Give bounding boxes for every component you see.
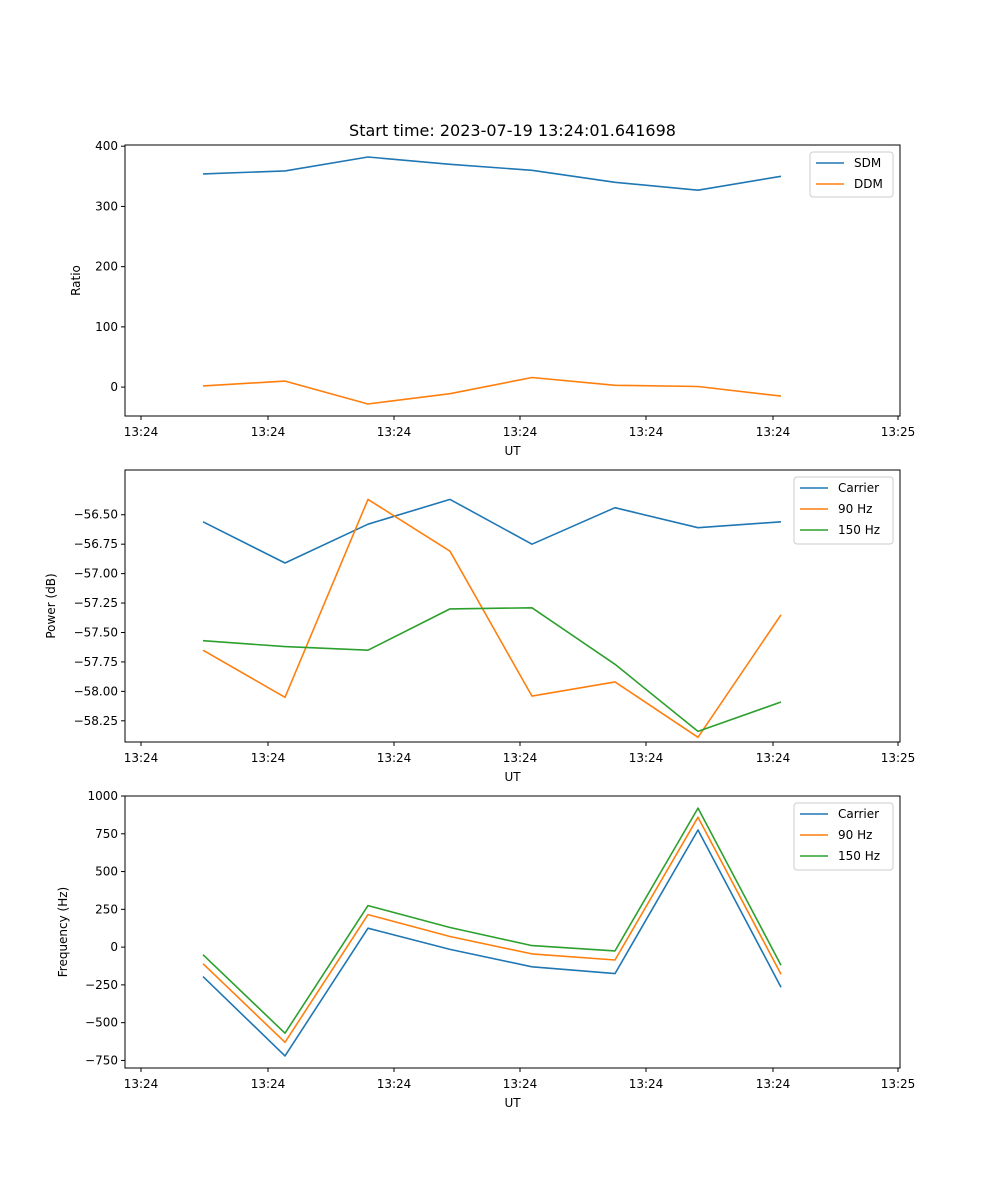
series-line-90-hz [202, 498, 782, 739]
x-axis-label: UT [504, 444, 521, 458]
axes-frame [124, 469, 901, 743]
subplot-3: 13:24 13:24 13:24 13:24 13:24 13:24 13:25 1000 7… [56, 789, 915, 1110]
x-tick-label: 13:24 [124, 425, 159, 439]
legend: SDM DDM [809, 151, 894, 198]
y-tick-label: 750 [95, 827, 118, 841]
subplot-1: 13:24 13:24 13:24 13:24 13:24 13:24 13:25 0 100 2… [69, 139, 915, 458]
y-axis-label: Frequency (Hz) [56, 887, 70, 978]
x-tick-label: 13:24 [629, 1077, 664, 1091]
y-axis-label: Power (dB) [44, 573, 58, 638]
y-tick-label: −56.75 [74, 537, 118, 551]
x-tick-label: 13:24 [756, 751, 791, 765]
legend: Carrier 90 Hz 150 Hz [793, 802, 894, 871]
y-tick-label: −57.50 [74, 625, 118, 639]
y-tick-label: 0 [110, 940, 118, 954]
series-line-90-hz [202, 816, 782, 1044]
x-tick-label: 13:24 [756, 425, 791, 439]
x-tick-label: 13:25 [881, 1077, 916, 1091]
y-tick-label: 200 [95, 260, 118, 274]
legend-label: Carrier [838, 481, 879, 495]
x-tick-label: 13:24 [503, 751, 538, 765]
x-tick-label: 13:24 [377, 751, 412, 765]
y-tick-label: 0 [110, 380, 118, 394]
series-line-sdm [202, 156, 782, 191]
y-tick-label: −57.75 [74, 655, 118, 669]
x-tick-label: 13:24 [124, 751, 159, 765]
legend-label: 150 Hz [838, 849, 880, 863]
y-tick-label: −500 [85, 1016, 118, 1030]
x-axis-label: UT [504, 770, 521, 784]
y-tick-label: −750 [85, 1053, 118, 1067]
y-tick-label: −56.50 [74, 508, 118, 522]
subplots: 13:24 13:24 13:24 13:24 13:24 13:24 13:25 0 100 2… [44, 139, 915, 1110]
legend-label: 150 Hz [838, 523, 880, 537]
y-tick-label: 250 [95, 902, 118, 916]
series-line-carrier [202, 498, 782, 564]
series-line-ddm [202, 376, 782, 405]
series-line-150-hz [202, 606, 782, 733]
x-tick-label: 13:24 [629, 425, 664, 439]
x-tick-label: 13:24 [756, 1077, 791, 1091]
y-axis-label: Ratio [69, 265, 83, 296]
y-tick-label: −57.25 [74, 596, 118, 610]
legend-box [793, 802, 894, 871]
x-tick-label: 13:24 [124, 1077, 159, 1091]
y-tick-label: 500 [95, 865, 118, 879]
legend-label: 90 Hz [838, 828, 872, 842]
x-tick-label: 13:24 [503, 425, 538, 439]
legend-label: DDM [854, 177, 883, 191]
x-tick-label: 13:24 [377, 1077, 412, 1091]
x-tick-label: 13:24 [629, 751, 664, 765]
x-axis-label: UT [504, 1096, 521, 1110]
y-tick-label: −250 [85, 978, 118, 992]
y-tick-label: 1000 [87, 789, 118, 803]
y-tick-label: 400 [95, 139, 118, 153]
y-tick-label: −57.00 [74, 567, 118, 581]
x-tick-label: 13:24 [503, 1077, 538, 1091]
legend-box [793, 476, 894, 545]
x-tick-label: 13:25 [881, 425, 916, 439]
series-line-carrier [202, 829, 782, 1057]
legend-label: SDM [854, 156, 881, 170]
axes-frame [124, 144, 901, 417]
subplot-2: 13:24 13:24 13:24 13:24 13:24 13:24 13:25 −56.5… [44, 469, 916, 784]
y-tick-label: −58.00 [74, 684, 118, 698]
x-tick-label: 13:24 [251, 1077, 286, 1091]
legend-label: 90 Hz [838, 502, 872, 516]
y-tick-label: 100 [95, 320, 118, 334]
y-tick-label: −58.25 [74, 714, 118, 728]
axes-frame [124, 795, 901, 1069]
legend-label: Carrier [838, 807, 879, 821]
x-tick-label: 13:24 [251, 751, 286, 765]
legend: Carrier 90 Hz 150 Hz [793, 476, 894, 545]
figure-title: Start time: 2023-07-19 13:24:01.641698 [349, 121, 676, 140]
series-line-150-hz [202, 807, 782, 1034]
x-tick-label: 13:25 [881, 751, 916, 765]
x-tick-label: 13:24 [251, 425, 286, 439]
x-tick-label: 13:24 [377, 425, 412, 439]
y-tick-label: 300 [95, 199, 118, 213]
